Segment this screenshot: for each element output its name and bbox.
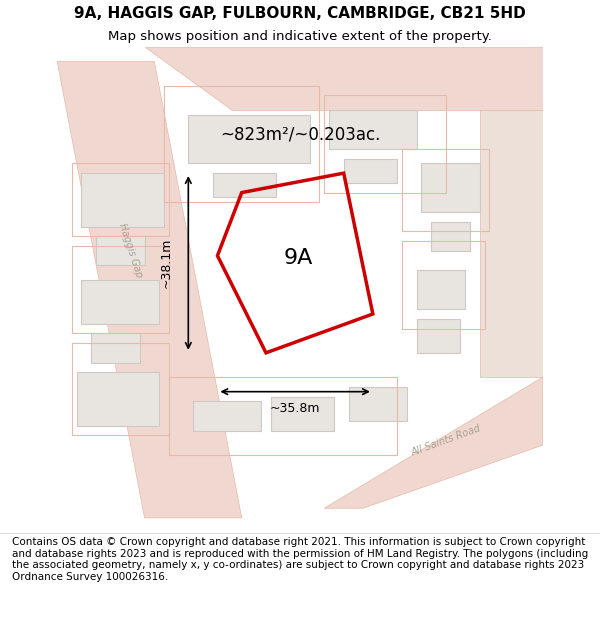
Polygon shape bbox=[431, 222, 470, 251]
Polygon shape bbox=[193, 401, 261, 431]
Polygon shape bbox=[416, 319, 460, 353]
Text: ~35.8m: ~35.8m bbox=[270, 402, 320, 415]
Polygon shape bbox=[416, 270, 465, 309]
Polygon shape bbox=[77, 372, 159, 426]
Text: Map shows position and indicative extent of the property.: Map shows position and indicative extent… bbox=[108, 30, 492, 43]
Polygon shape bbox=[344, 159, 397, 183]
Polygon shape bbox=[271, 396, 334, 431]
Polygon shape bbox=[188, 115, 310, 163]
Text: Contains OS data © Crown copyright and database right 2021. This information is : Contains OS data © Crown copyright and d… bbox=[12, 537, 588, 582]
Polygon shape bbox=[329, 110, 416, 149]
Polygon shape bbox=[145, 47, 543, 110]
Polygon shape bbox=[82, 280, 159, 324]
Polygon shape bbox=[96, 236, 145, 266]
Polygon shape bbox=[324, 377, 543, 508]
Polygon shape bbox=[349, 387, 407, 421]
Polygon shape bbox=[82, 173, 164, 226]
Polygon shape bbox=[57, 61, 242, 518]
Text: 9A, HAGGIS GAP, FULBOURN, CAMBRIDGE, CB21 5HD: 9A, HAGGIS GAP, FULBOURN, CAMBRIDGE, CB2… bbox=[74, 6, 526, 21]
Polygon shape bbox=[421, 163, 479, 212]
Text: ~38.1m: ~38.1m bbox=[160, 238, 173, 288]
Polygon shape bbox=[479, 110, 543, 377]
Text: 9A: 9A bbox=[283, 248, 313, 268]
Text: All Saints Road: All Saints Road bbox=[409, 423, 482, 458]
Polygon shape bbox=[91, 333, 140, 362]
Polygon shape bbox=[212, 173, 276, 198]
Text: ~823m²/~0.203ac.: ~823m²/~0.203ac. bbox=[220, 125, 380, 143]
Text: Haggis Gap: Haggis Gap bbox=[116, 222, 143, 279]
